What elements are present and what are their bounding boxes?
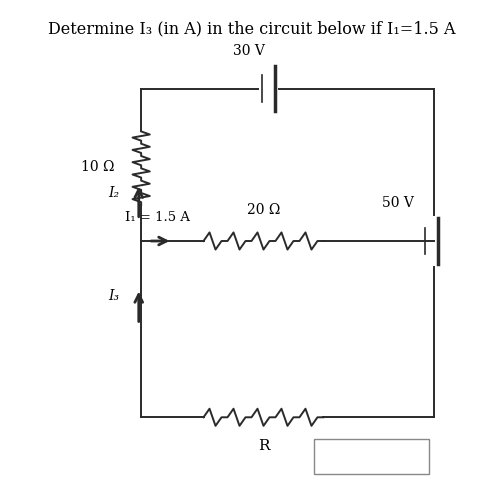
Text: I₂: I₂ [109,187,120,201]
Text: Determine I₃ (in A) in the circuit below if I₁=1.5 A: Determine I₃ (in A) in the circuit below… [48,20,455,38]
FancyBboxPatch shape [314,439,429,474]
Text: 30 V: 30 V [233,43,265,57]
Text: I₃: I₃ [109,289,120,303]
Text: I₁ = 1.5 A: I₁ = 1.5 A [125,211,191,224]
Text: R: R [258,439,269,453]
Text: 10 Ω: 10 Ω [81,160,115,174]
Text: 50 V: 50 V [382,196,414,210]
Text: 20 Ω: 20 Ω [247,203,280,217]
